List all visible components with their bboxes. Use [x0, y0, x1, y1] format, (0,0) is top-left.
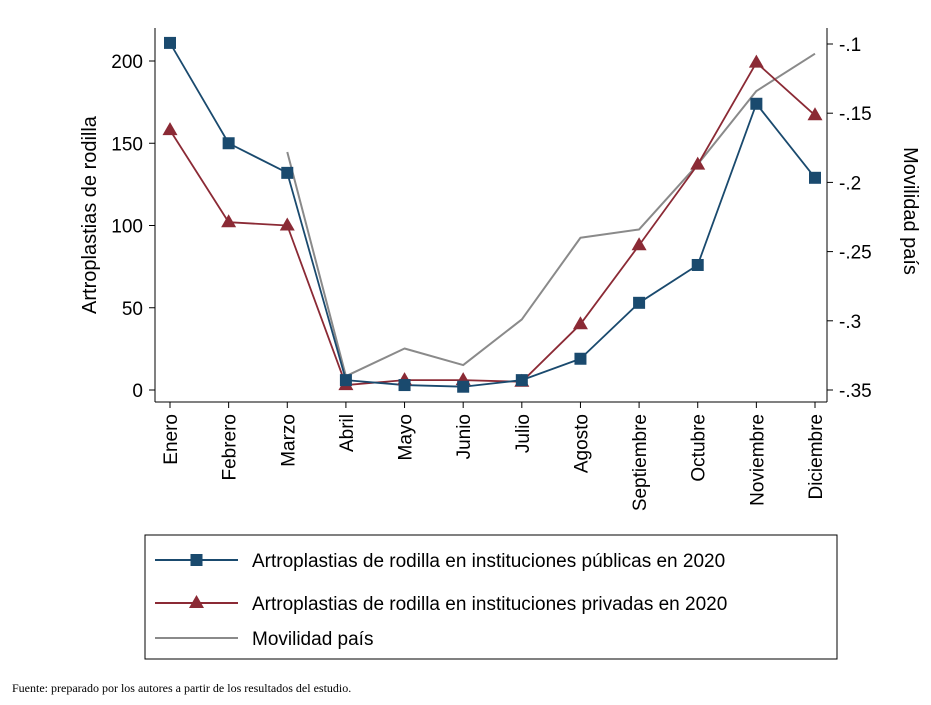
data-point-public — [809, 171, 821, 184]
data-point-private — [162, 122, 178, 136]
y-tick-label-right: -.25 — [839, 243, 872, 264]
x-tick-label: Noviembre — [747, 414, 768, 506]
x-tick-label: Enero — [161, 414, 182, 465]
y-tick-label-left: 150 — [111, 134, 143, 155]
data-point-public — [750, 97, 763, 110]
legend: Artroplastias de rodilla en institucione… — [144, 534, 838, 660]
data-point-private — [221, 214, 237, 228]
data-point-private — [807, 107, 823, 121]
x-tick-label: Mayo — [396, 414, 417, 460]
data-point-private — [690, 156, 706, 170]
legend-marker-triangle — [189, 595, 204, 608]
data-point-public — [339, 374, 352, 387]
x-tick-label: Octubre — [689, 414, 710, 482]
data-point-public — [281, 166, 294, 179]
series-lines — [169, 42, 816, 388]
series-markers — [162, 36, 823, 393]
x-tick-label: Diciembre — [806, 414, 827, 500]
data-point-public — [633, 296, 646, 309]
x-tick-label: Julio — [513, 414, 534, 453]
y-tick-label-left: 50 — [122, 299, 143, 320]
series-line-2 — [286, 52, 816, 378]
y-tick-label-right: -.1 — [839, 35, 861, 56]
y-tick-label-right: -.3 — [839, 312, 861, 333]
y-tick-label-left: 0 — [132, 381, 143, 402]
data-point-private — [279, 217, 295, 231]
y-tick-label-left: 100 — [111, 217, 143, 238]
data-point-public — [164, 36, 176, 49]
legend-label: Movilidad país — [252, 629, 373, 650]
source-note: Fuente: preparado por los autores a part… — [12, 681, 352, 695]
x-tick-label: Agosto — [571, 414, 592, 473]
data-point-public — [457, 380, 470, 393]
x-tick-label: Febrero — [220, 414, 241, 481]
y-tick-label-right: -.2 — [839, 173, 861, 194]
axes: 0 50 100 150 200 -.35 -.3 -.25 -.2 -.15 -.1 Enero Fe… — [79, 28, 921, 511]
y-tick-label-right: -.35 — [839, 381, 872, 402]
data-point-public — [398, 379, 411, 392]
legend-label: Artroplastias de rodilla en institucione… — [252, 594, 727, 615]
data-point-public — [515, 374, 528, 387]
data-point-private — [748, 54, 764, 68]
data-point-public — [222, 137, 235, 150]
series-line-0 — [169, 42, 816, 388]
legend-label: Artroplastias de rodilla en institucione… — [252, 551, 725, 572]
y-tick-label-right: -.15 — [839, 104, 872, 125]
y-axis-title-right: Movilidad país — [899, 147, 921, 275]
x-tick-label: Abril — [337, 414, 358, 452]
data-point-public — [691, 258, 704, 271]
x-tick-label: Marzo — [278, 414, 299, 467]
data-point-private — [572, 316, 588, 330]
legend-marker-square — [190, 554, 203, 566]
y-axis-title-left: Artroplastias de rodilla — [79, 115, 101, 314]
x-tick-label: Septiembre — [630, 414, 651, 511]
y-tick-label-left: 200 — [111, 52, 143, 73]
data-point-private — [631, 237, 647, 251]
x-tick-label: Junio — [454, 414, 475, 459]
legend-box — [144, 534, 838, 660]
data-point-public — [574, 352, 587, 365]
series-line-1 — [169, 61, 816, 386]
